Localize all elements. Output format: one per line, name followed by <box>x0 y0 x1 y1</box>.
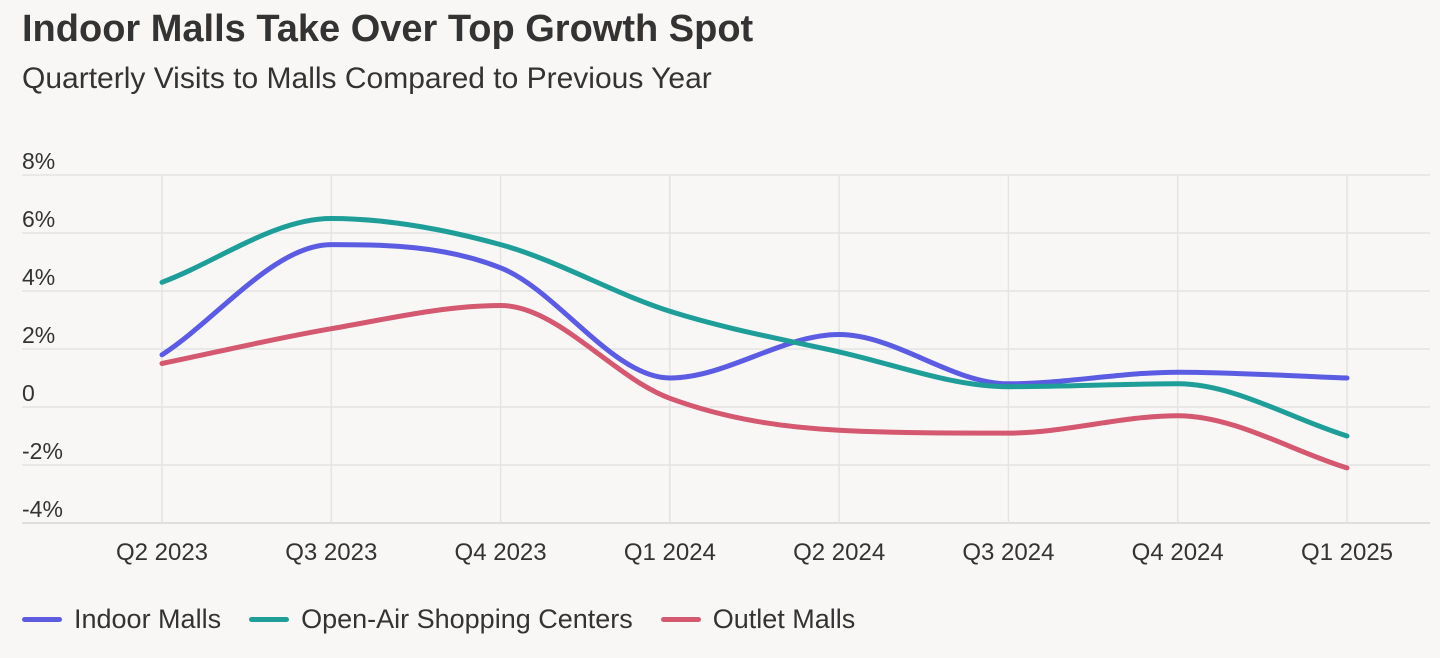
x-tick-label: Q1 2024 <box>624 539 716 566</box>
x-tick-label: Q4 2023 <box>455 539 547 566</box>
chart-title: Indoor Malls Take Over Top Growth Spot <box>22 8 754 50</box>
legend-swatch <box>660 617 701 622</box>
y-tick-label: 2% <box>22 322 55 348</box>
legend-swatch <box>22 617 62 622</box>
grid <box>22 174 1430 524</box>
y-tick-label: 6% <box>22 206 55 232</box>
series-line-open-air-shopping-centers <box>159 216 1350 439</box>
legend-item-indoor-malls: Indoor Malls <box>22 604 221 635</box>
y-tick-label: -2% <box>22 438 63 464</box>
y-tick-label: 4% <box>22 264 55 290</box>
legend-label: Outlet Malls <box>712 604 856 634</box>
series-line-indoor-malls <box>159 242 1350 387</box>
x-tick-label: Q2 2024 <box>793 539 885 566</box>
axes: -4% -2% 0 2% 4% 6% 8% Q2 2023 Q3 2023 Q4 2023 Q1 2… <box>22 148 1393 566</box>
legend-item-outlet-malls: Outlet Malls <box>660 604 856 635</box>
y-tick-label: -4% <box>22 496 63 522</box>
y-tick-label: 8% <box>22 148 55 174</box>
legend: Indoor Malls Open-Air Shopping Centers Out… <box>22 604 883 635</box>
legend-label: Indoor Malls <box>74 604 222 634</box>
chart-subtitle: Quarterly Visits to Malls Compared to Pr… <box>22 62 712 95</box>
x-tick-label: Q2 2023 <box>116 539 208 566</box>
legend-swatch <box>249 617 290 622</box>
series <box>159 216 1350 471</box>
x-tick-label: Q3 2023 <box>285 539 377 566</box>
series-line-outlet-malls <box>159 303 1350 471</box>
y-tick-label: 0 <box>22 380 35 406</box>
legend-item-open-air-shopping-centers: Open-Air Shopping Centers <box>249 604 633 635</box>
x-tick-label: Q4 2024 <box>1132 539 1224 566</box>
legend-label: Open-Air Shopping Centers <box>301 604 633 634</box>
x-tick-label: Q1 2025 <box>1301 539 1393 566</box>
x-tick-label: Q3 2024 <box>962 539 1054 566</box>
